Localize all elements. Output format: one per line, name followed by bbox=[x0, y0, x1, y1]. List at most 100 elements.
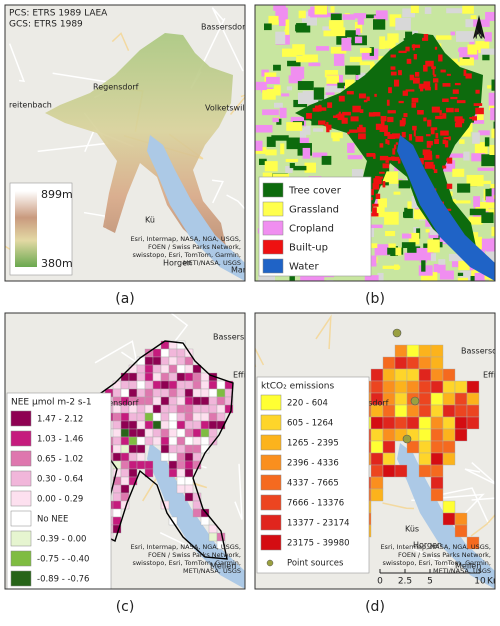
landcover-patch bbox=[321, 155, 332, 165]
legend-swatch bbox=[262, 239, 284, 255]
grid-cell bbox=[144, 364, 154, 374]
landcover-patch bbox=[490, 107, 495, 121]
grid-cell bbox=[176, 380, 186, 390]
landcover-patch bbox=[424, 7, 432, 14]
road bbox=[169, 313, 189, 344]
grid-cell bbox=[430, 464, 444, 478]
grid-cell bbox=[168, 460, 178, 470]
place-name: Regensdorf bbox=[93, 399, 139, 408]
landcover-patch bbox=[275, 7, 288, 21]
road bbox=[255, 346, 265, 368]
builtup-patch bbox=[444, 140, 449, 148]
grid-cell bbox=[152, 436, 162, 446]
lake bbox=[147, 135, 245, 281]
road bbox=[434, 487, 490, 525]
landcover-patch bbox=[459, 57, 474, 66]
builtup-patch bbox=[386, 157, 389, 162]
landcover-patch bbox=[476, 201, 489, 212]
landcover-patch bbox=[313, 128, 324, 132]
builtup-patch bbox=[423, 154, 433, 161]
grid-cell bbox=[120, 428, 130, 438]
grid-cell bbox=[120, 452, 130, 462]
landcover-patch bbox=[313, 87, 325, 100]
legend-swatch bbox=[10, 490, 32, 507]
grid-cell bbox=[466, 404, 480, 418]
grid-cell bbox=[406, 344, 420, 358]
landcover-patch bbox=[331, 132, 343, 139]
landcover-patch bbox=[364, 275, 379, 281]
grid-cell bbox=[112, 508, 122, 518]
grid-cell bbox=[152, 412, 162, 422]
grid-cell bbox=[152, 348, 162, 358]
grid-cell bbox=[466, 392, 480, 406]
landcover-patch bbox=[271, 135, 289, 141]
attribution: METI/NASA, USGS bbox=[183, 567, 241, 575]
grid-cell bbox=[430, 344, 444, 358]
landcover-patch bbox=[402, 8, 415, 18]
grid-cell bbox=[112, 444, 122, 454]
builtup-patch bbox=[390, 66, 396, 70]
grid-cell bbox=[208, 404, 218, 414]
grid-cell bbox=[184, 356, 194, 366]
grid-cell bbox=[152, 404, 162, 414]
grid-cell bbox=[466, 380, 480, 394]
builtup-patch bbox=[426, 140, 432, 148]
panel-label: (b) bbox=[365, 291, 385, 307]
grid-cell bbox=[208, 388, 218, 398]
landcover-patch bbox=[487, 85, 495, 89]
builtup-patch bbox=[405, 89, 415, 92]
landcover-patch bbox=[401, 242, 416, 249]
builtup-patch bbox=[366, 96, 370, 101]
landcover-patch bbox=[345, 30, 359, 38]
landcover-patch bbox=[306, 15, 318, 26]
legend-min: 380m bbox=[41, 257, 73, 270]
grid-cell bbox=[144, 412, 154, 422]
builtup-patch bbox=[373, 112, 381, 117]
road bbox=[226, 194, 245, 211]
grid-cell bbox=[394, 344, 408, 358]
panel-frame bbox=[4, 312, 246, 590]
grid-cell bbox=[128, 420, 138, 430]
landcover-patch bbox=[433, 263, 446, 274]
grid-cell bbox=[184, 436, 194, 446]
landcover-patch bbox=[369, 47, 374, 56]
grid-cell bbox=[370, 428, 384, 442]
builtup-patch bbox=[373, 153, 376, 159]
builtup-patch bbox=[327, 124, 332, 130]
grid-cell bbox=[192, 412, 202, 422]
grid-cell bbox=[454, 428, 468, 442]
builtup-patch bbox=[358, 93, 366, 99]
north-arrow bbox=[473, 15, 485, 39]
grid-cell bbox=[160, 428, 170, 438]
builtup-patch bbox=[370, 189, 374, 196]
builtup-patch bbox=[463, 69, 467, 76]
landcover-patch bbox=[263, 23, 272, 31]
landcover-patch bbox=[337, 82, 349, 89]
landcover-patch bbox=[328, 20, 344, 30]
legend-swatch bbox=[10, 510, 32, 527]
grid-cell bbox=[176, 388, 186, 398]
grid-cell bbox=[160, 388, 170, 398]
landcover-patch bbox=[341, 37, 352, 51]
legend-label: 220 - 604 bbox=[287, 399, 328, 409]
legend-label: 2396 - 4336 bbox=[287, 459, 339, 469]
grid-cell bbox=[418, 440, 432, 454]
landcover-patch bbox=[455, 200, 471, 204]
grid-cell bbox=[176, 484, 186, 494]
landcover-patch bbox=[262, 89, 276, 100]
landcover-patch bbox=[332, 137, 340, 142]
landcover-patch bbox=[374, 56, 386, 61]
builtup-patch bbox=[358, 133, 366, 140]
grid-cell bbox=[200, 372, 210, 382]
landcover-patch bbox=[488, 209, 495, 215]
landcover-patch bbox=[395, 247, 402, 256]
legend-label: 1265 - 2395 bbox=[287, 439, 339, 449]
road bbox=[111, 32, 130, 51]
builtup-patch bbox=[450, 96, 458, 100]
grid-cell bbox=[168, 436, 178, 446]
grid-cell bbox=[168, 428, 178, 438]
grid-cell bbox=[454, 392, 468, 406]
grid-cell bbox=[112, 412, 122, 422]
